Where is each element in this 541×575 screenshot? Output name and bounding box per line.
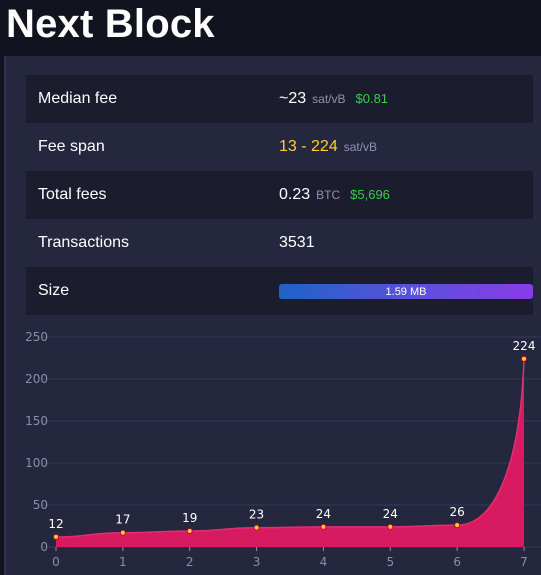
size-progress-bar: 1.59 MB <box>279 284 533 299</box>
fee-point <box>186 528 193 535</box>
fee-point <box>387 523 394 530</box>
fee-data-label: 26 <box>450 505 465 519</box>
total-fees-value: 0.23 <box>279 186 311 203</box>
median-fee-unit: sat/vB <box>312 92 346 106</box>
median-fee-row: Median fee ~23 sat/vB $0.81 <box>26 75 533 123</box>
total-fees-row: Total fees 0.23 BTC $5,696 <box>26 171 533 219</box>
x-tick-label: 0 <box>52 555 60 569</box>
fee-data-label: 17 <box>115 513 130 527</box>
fee-area <box>56 358 524 547</box>
fee-span-label: Fee span <box>38 138 105 155</box>
fee-data-label: 24 <box>383 507 398 521</box>
total-fees-fiat: $5,696 <box>350 187 390 202</box>
transactions-value-group: 3531 <box>279 234 315 252</box>
median-fee-fiat: $0.81 <box>355 91 389 106</box>
total-fees-unit: BTC <box>316 188 341 202</box>
x-tick-label: 3 <box>253 555 261 569</box>
fee-data-label: 224 <box>513 339 536 353</box>
size-value: 1.59 MB <box>385 285 427 298</box>
fee-point <box>521 355 527 362</box>
transactions-value: 3531 <box>279 234 315 251</box>
x-tick-label: 7 <box>520 555 528 569</box>
fee-data-label: 19 <box>182 511 197 525</box>
x-tick-label: 6 <box>453 555 461 569</box>
y-tick-label: 50 <box>33 498 48 512</box>
block-details-panel: Median fee ~23 sat/vB $0.81 Fee span 13 … <box>4 56 541 575</box>
fee-data-label: 23 <box>249 508 264 522</box>
fee-span-unit: sat/vB <box>343 140 378 154</box>
total-fees-label: Total fees <box>38 186 107 203</box>
fee-span-value-group: 13 - 224 sat/vB <box>279 138 377 156</box>
median-fee-value: ~23 <box>279 90 307 107</box>
x-tick-label: 5 <box>386 555 394 569</box>
fee-span-value: 13 - 224 <box>279 138 338 155</box>
y-tick-label: 0 <box>40 540 48 554</box>
fee-point <box>119 529 126 536</box>
y-tick-label: 100 <box>25 456 48 470</box>
page-title: Next Block <box>6 2 215 46</box>
y-tick-label: 200 <box>25 372 48 386</box>
fee-point <box>253 524 260 531</box>
transactions-label: Transactions <box>38 234 129 251</box>
x-tick-label: 4 <box>320 555 328 569</box>
x-tick-label: 2 <box>186 555 194 569</box>
fee-span-row: Fee span 13 - 224 sat/vB <box>26 123 533 171</box>
fee-data-label: 24 <box>316 507 331 521</box>
median-fee-label: Median fee <box>38 90 118 107</box>
fee-point <box>320 523 327 530</box>
median-fee-value-group: ~23 sat/vB $0.81 <box>279 90 388 108</box>
fee-point <box>454 522 461 529</box>
size-row: Size 1.59 MB <box>26 267 533 315</box>
fee-point <box>53 533 59 540</box>
fee-data-label: 12 <box>48 517 63 531</box>
total-fees-value-group: 0.23 BTC $5,696 <box>279 186 390 204</box>
x-tick-label: 1 <box>119 555 127 569</box>
fee-line <box>55 358 525 538</box>
y-tick-label: 150 <box>25 414 48 428</box>
transactions-row: Transactions 3531 <box>26 219 533 267</box>
size-label: Size <box>38 282 70 299</box>
y-tick-label: 250 <box>25 330 48 344</box>
